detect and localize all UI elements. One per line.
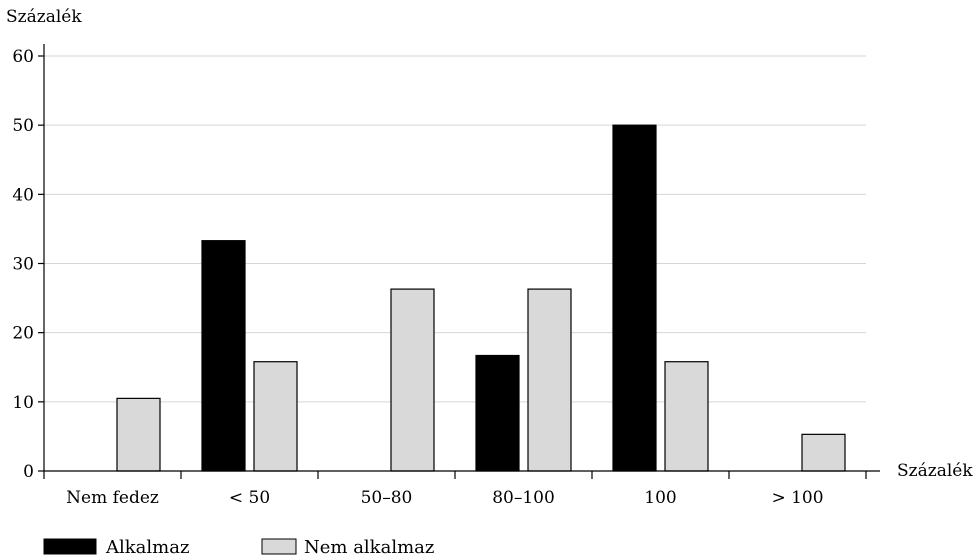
bar-alkalmaz <box>612 124 657 472</box>
legend-label: Alkalmaz <box>105 537 189 555</box>
x-tick-label: 100 <box>644 488 676 508</box>
bars <box>116 124 846 472</box>
x-axis-title: Százalék <box>897 461 973 481</box>
bar-nem-alkalmaz <box>116 397 161 472</box>
x-tick-label: 80–100 <box>492 488 555 508</box>
bar-nem-alkalmaz <box>390 288 435 472</box>
y-tick-label: 10 <box>12 393 34 413</box>
bar-nem-alkalmaz <box>527 288 572 472</box>
y-ticks: 0 10 20 30 40 50 60 <box>12 47 44 482</box>
axes <box>43 44 880 472</box>
bar-alkalmaz <box>475 354 520 472</box>
gridlines <box>44 55 866 403</box>
legend-label: Nem alkalmaz <box>304 537 434 555</box>
y-tick-label: 20 <box>12 324 34 344</box>
y-tick-label: 50 <box>12 116 34 136</box>
bar-alkalmaz <box>201 240 246 472</box>
legend: Alkalmaz Nem alkalmaz <box>43 537 434 558</box>
y-axis-title: Százalék <box>6 7 82 27</box>
legend-swatch <box>261 538 297 555</box>
y-tick-label: 60 <box>12 47 34 67</box>
y-tick-label: 0 <box>23 462 34 482</box>
x-tick-label: > 100 <box>771 488 823 508</box>
bar-nem-alkalmaz <box>664 361 709 472</box>
y-tick-label: 40 <box>12 185 34 205</box>
y-tick-label: 30 <box>12 255 34 275</box>
bar-nem-alkalmaz <box>801 433 846 472</box>
x-tick-label: 50–80 <box>361 488 413 508</box>
x-ticks: Nem fedez < 50 50–80 80–100 100 > 100 <box>43 471 867 508</box>
x-tick-label: Nem fedez <box>66 488 159 508</box>
bar-nem-alkalmaz <box>253 361 298 472</box>
legend-swatch <box>43 538 97 555</box>
x-tick-label: < 50 <box>229 488 270 508</box>
